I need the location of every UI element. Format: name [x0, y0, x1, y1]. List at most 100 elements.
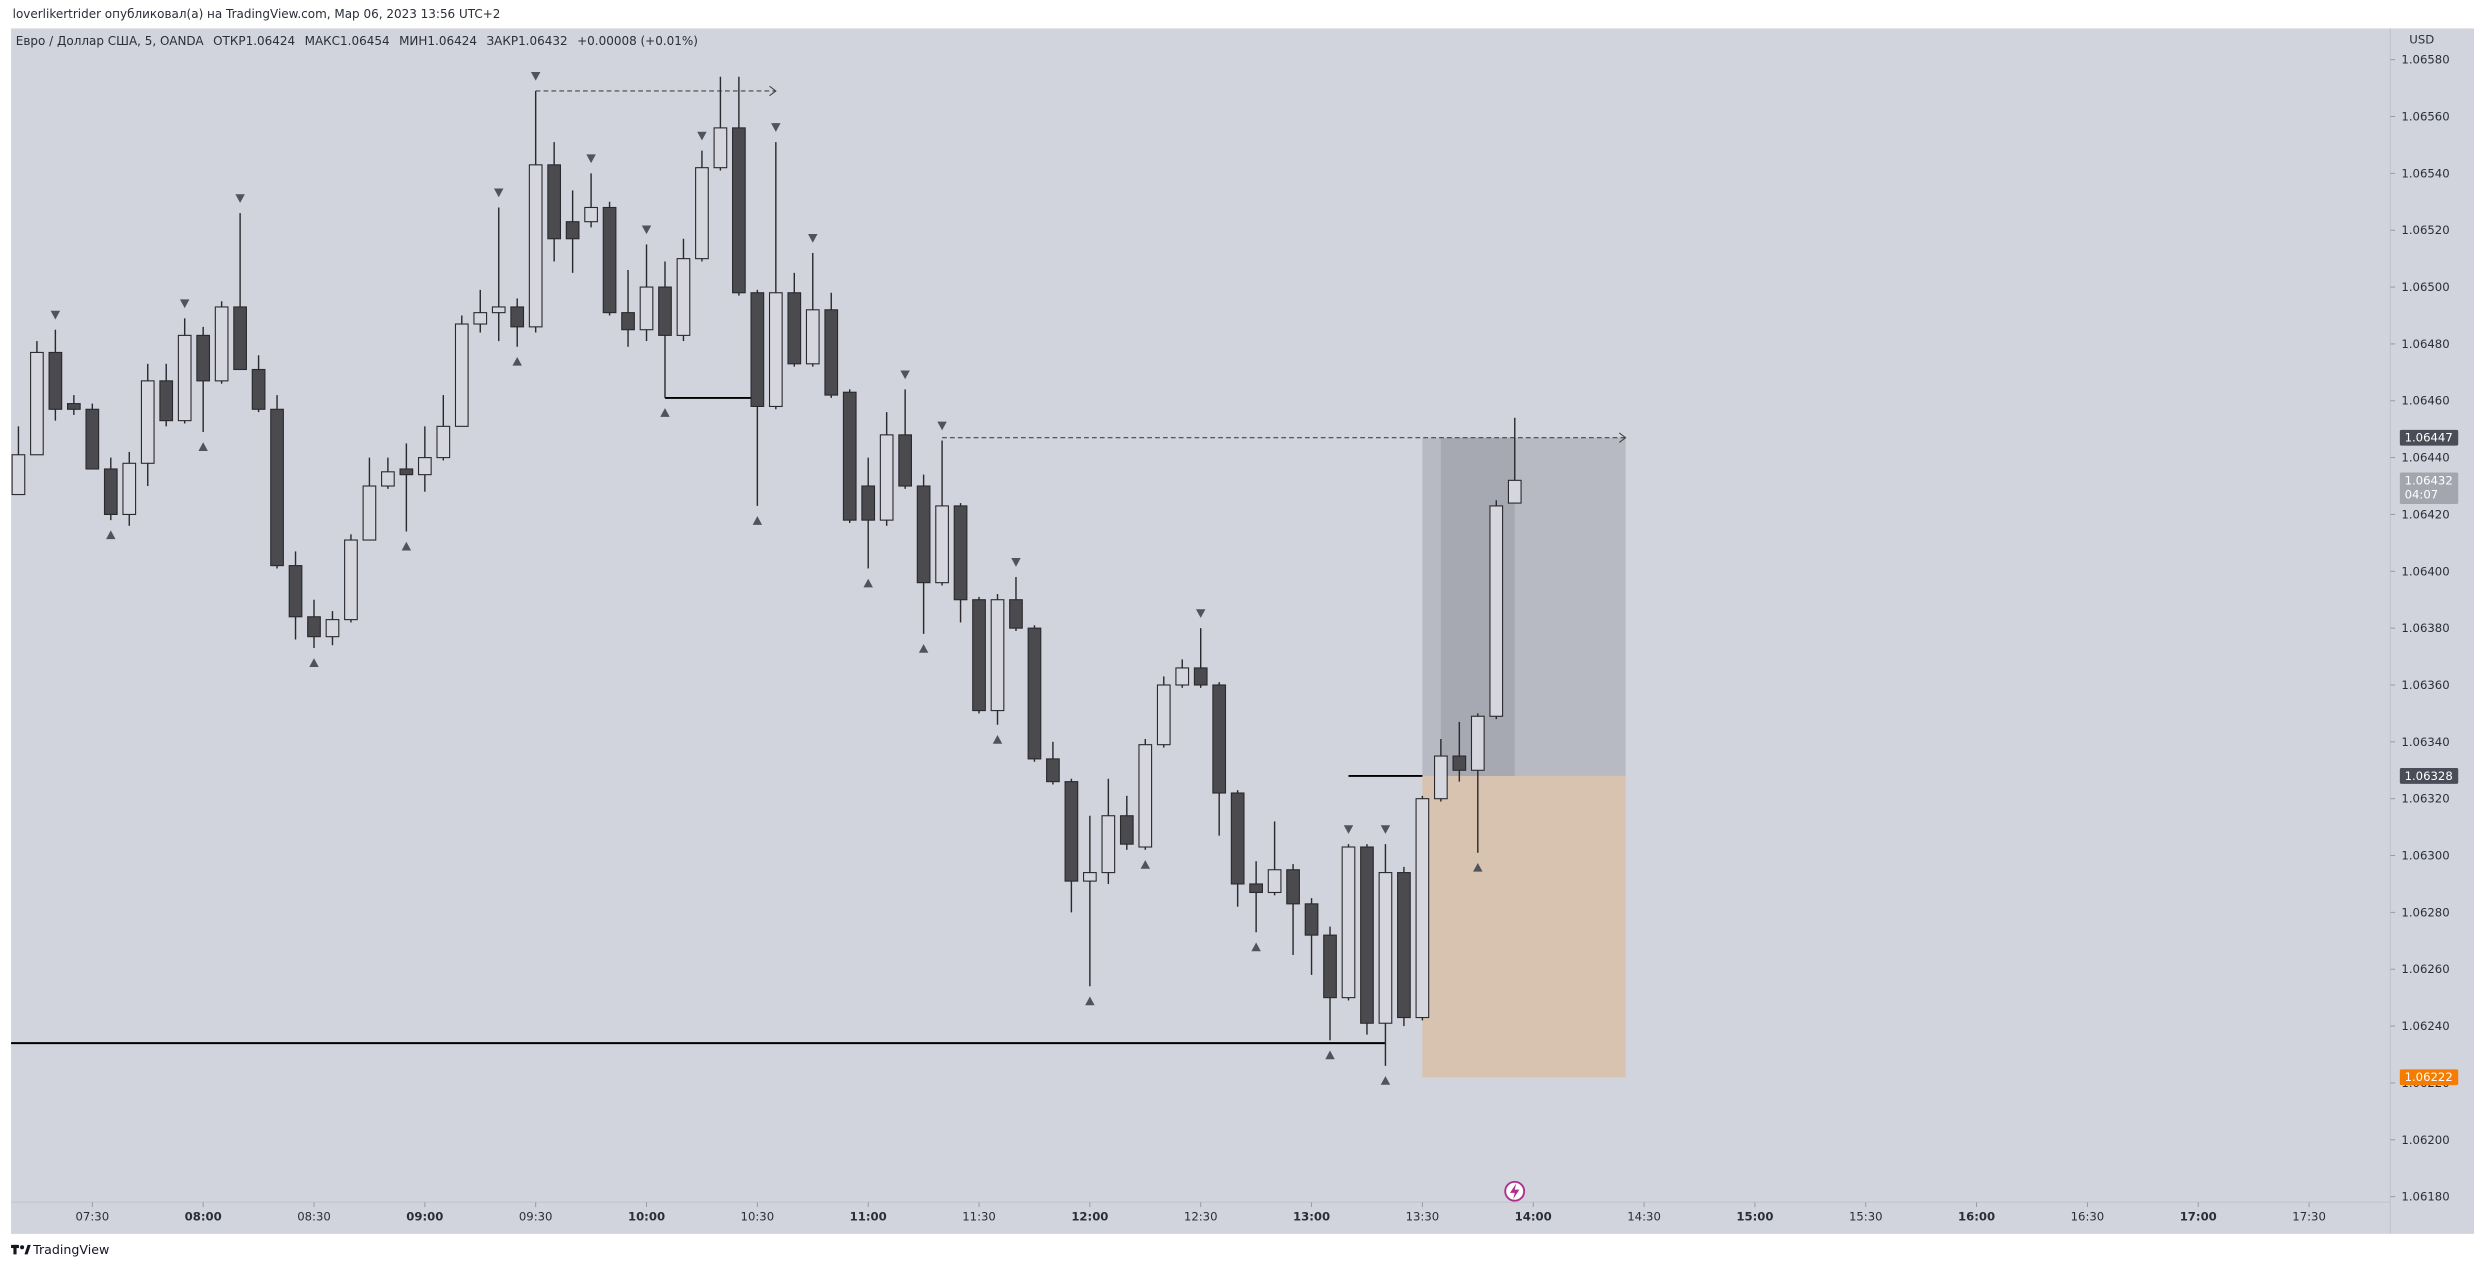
candle-body	[528, 164, 543, 328]
published-note: loverlikertrider опубликовал(а) на Tradi…	[13, 7, 501, 21]
y-tick-label: 1.06360	[2401, 678, 2449, 692]
marker-down	[808, 234, 818, 243]
marker-up	[1251, 942, 1261, 952]
entry-price-label-box	[2399, 768, 2459, 784]
marker-down	[1343, 825, 1354, 834]
candle-body	[1156, 684, 1171, 746]
x-tick-label: 08:00	[185, 1209, 222, 1223]
candle-body	[1046, 758, 1060, 783]
x-tick-label: 14:30	[1627, 1209, 1661, 1223]
x-tick-label: 17:30	[2292, 1209, 2326, 1223]
candle-body	[676, 258, 691, 336]
countdown-label: 04:07	[2405, 488, 2439, 502]
y-tick-label: 1.06580	[2401, 53, 2449, 67]
y-tick-label: 1.06460	[2401, 394, 2449, 408]
candle-body	[861, 485, 876, 521]
x-tick-label: 10:30	[741, 1209, 775, 1223]
entry-price-label: 1.06328	[2405, 769, 2453, 783]
y-tick-label: 1.06200	[2401, 1133, 2449, 1147]
high-label: МАКС	[305, 34, 340, 48]
candle-body	[399, 468, 414, 476]
x-tick-label: 09:00	[406, 1209, 443, 1223]
alert-icon[interactable]	[1504, 1180, 1526, 1202]
target-price-label: 1.06447	[2405, 431, 2453, 445]
candle-body	[547, 164, 562, 240]
candle-body	[1249, 883, 1263, 894]
low-value: 1.06424	[427, 34, 477, 48]
last-price-label: 1.06432	[2405, 473, 2453, 487]
candle-body	[787, 292, 802, 365]
y-tick-label: 1.06420	[2401, 507, 2449, 521]
y-tick-label: 1.06260	[2401, 962, 2449, 976]
candle-body	[879, 434, 894, 521]
candle-body	[658, 286, 672, 336]
candle-body	[842, 391, 857, 521]
y-tick-label: 1.06440	[2401, 451, 2449, 465]
x-tick-label: 07:30	[76, 1209, 110, 1223]
marker-up	[512, 357, 522, 366]
candle-body	[1101, 815, 1116, 874]
marker-down	[494, 188, 504, 198]
marker-down	[179, 299, 190, 309]
open-value: 1.06424	[246, 34, 296, 48]
candle-body	[103, 468, 118, 516]
x-tick-label: 12:30	[1184, 1209, 1218, 1223]
watermark: TradingView	[32, 1242, 109, 1257]
candle-body	[916, 485, 931, 584]
candle-body	[621, 312, 635, 331]
marker-up	[752, 516, 763, 525]
candle-body	[1507, 479, 1522, 504]
low-label: МИН	[399, 34, 427, 48]
y-tick-label: 1.06380	[2401, 621, 2449, 635]
candle-body	[233, 306, 247, 371]
candle-body	[1064, 781, 1079, 882]
candle-body	[122, 462, 137, 516]
marker-down	[1195, 609, 1206, 618]
stop-price-label: 1.06222	[2405, 1070, 2453, 1084]
x-tick-label: 10:00	[628, 1209, 665, 1223]
marker-up	[1473, 862, 1483, 872]
candle-body	[565, 221, 580, 240]
x-tick-label: 11:00	[850, 1209, 887, 1223]
candle-body	[140, 380, 155, 464]
candle-body	[325, 619, 340, 638]
y-tick-label: 1.06400	[2401, 564, 2449, 578]
symbol: Евро / Доллар США, 5, OANDA	[16, 34, 205, 48]
candle-body	[898, 434, 913, 487]
marker-up	[401, 541, 412, 551]
target-price-label-box	[2399, 429, 2459, 446]
candle-body	[510, 306, 525, 328]
y-tick-label: 1.06340	[2401, 735, 2449, 749]
candle-body	[1323, 934, 1337, 999]
y-tick-label: 1.06240	[2401, 1019, 2449, 1033]
candle-body	[1083, 872, 1097, 882]
candle-body	[270, 408, 284, 567]
candle-body	[1138, 744, 1153, 848]
marker-down	[530, 72, 541, 81]
marker-down	[937, 421, 947, 431]
y-tick-label: 1.06540	[2401, 166, 2449, 180]
candle-body	[85, 408, 100, 470]
watermark-logo	[11, 1244, 31, 1255]
alert-bolt[interactable]	[1509, 1183, 1520, 1200]
candle-body	[1397, 872, 1411, 1019]
candle-body	[1489, 505, 1504, 717]
stop-price-label-box	[2399, 1069, 2459, 1086]
marker-up	[863, 578, 873, 588]
candle-body	[750, 292, 765, 407]
candle-body	[935, 505, 949, 584]
candle-body	[1267, 869, 1282, 894]
y-tick-label: 1.06280	[2401, 905, 2449, 919]
marker-up	[918, 644, 929, 653]
x-tick-label: 11:30	[962, 1209, 996, 1223]
marker-down	[771, 123, 781, 132]
candle-body	[990, 599, 1005, 712]
candle-body	[1212, 684, 1227, 794]
candle-body	[214, 306, 229, 382]
y-tick-label: 1.06180	[2401, 1190, 2449, 1204]
arrow-head	[769, 85, 777, 97]
candle-body	[454, 323, 469, 427]
y-tick-label: 1.06320	[2401, 792, 2449, 806]
marker-up	[660, 408, 670, 417]
